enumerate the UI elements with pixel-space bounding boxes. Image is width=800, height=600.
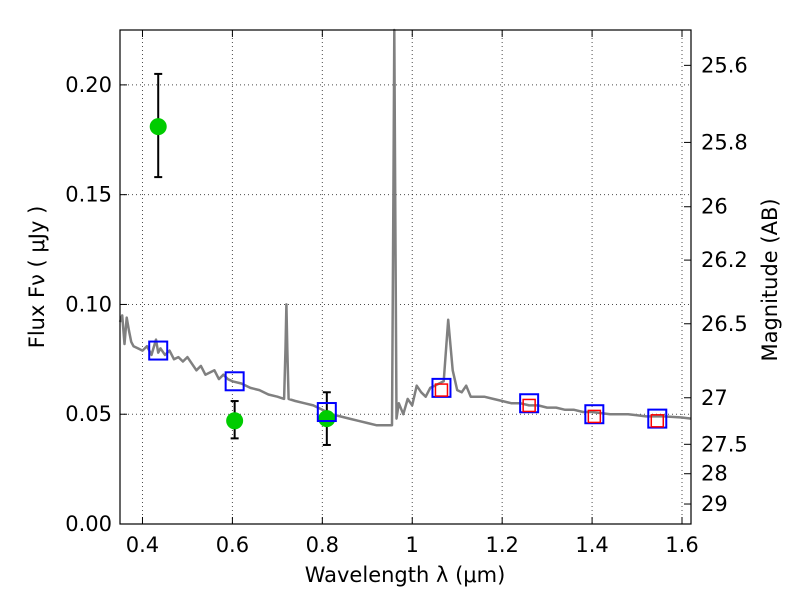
x-tick-label: 0.6 — [216, 533, 249, 557]
mag-tick-label: 27.5 — [701, 432, 748, 456]
template-spectrum-line — [118, 28, 692, 427]
mag-tick-label: 25.6 — [701, 53, 748, 77]
x-tick-label: 1.6 — [665, 533, 698, 557]
x-tick-label: 0.4 — [126, 533, 159, 557]
y-tick-label: 0.00 — [65, 512, 112, 536]
observed-flux-point — [149, 118, 167, 136]
mag-tick-label: 25.8 — [701, 130, 748, 154]
axis-layer: 0.4 0.6 0.8 1 1.2 1.4 1.6 0.00 0.05 0.10 0.15 0.20 2… — [65, 30, 748, 557]
model-flux-square — [431, 377, 452, 398]
model-flux-square — [224, 371, 245, 392]
y-tick-label: 0.10 — [65, 292, 112, 316]
observed-flux-point — [226, 412, 244, 430]
model-flux-square — [647, 408, 668, 429]
y-tick-label: 0.05 — [65, 402, 112, 426]
x-tick-label: 1.4 — [575, 533, 608, 557]
model-flux-square — [148, 340, 169, 361]
x-tick-label: 1 — [406, 533, 419, 557]
model-flux-square-small — [522, 398, 536, 413]
y2-axis-label: Magnitude (AB) — [758, 198, 782, 361]
plot-frame — [119, 29, 692, 525]
mag-tick-label: 26.2 — [701, 248, 748, 272]
observed-flux-point — [318, 410, 336, 428]
model-flux-square-small — [650, 414, 665, 428]
data-layer — [118, 28, 692, 446]
model-flux-square — [584, 404, 605, 425]
model-flux-square — [519, 393, 540, 414]
mag-tick-label: 29 — [701, 492, 728, 516]
model-flux-square-small — [587, 409, 602, 424]
mag-tick-label: 27 — [701, 386, 728, 410]
x-tick-label: 0.8 — [306, 533, 339, 557]
mag-tick-label: 28 — [701, 462, 728, 486]
x-axis-label: Wavelength λ (μm) — [305, 563, 506, 587]
x-tick-label: 1.2 — [485, 533, 518, 557]
y-tick-label: 0.20 — [65, 73, 112, 97]
model-flux-square-small — [434, 383, 449, 397]
mag-tick-label: 26.5 — [701, 312, 748, 336]
plot-area — [120, 30, 691, 524]
mag-tick-label: 26 — [701, 195, 728, 219]
y-axis-label: Flux Fν ( μJy ) — [25, 206, 49, 349]
model-flux-square — [316, 402, 337, 423]
y-tick-label: 0.15 — [65, 183, 112, 207]
